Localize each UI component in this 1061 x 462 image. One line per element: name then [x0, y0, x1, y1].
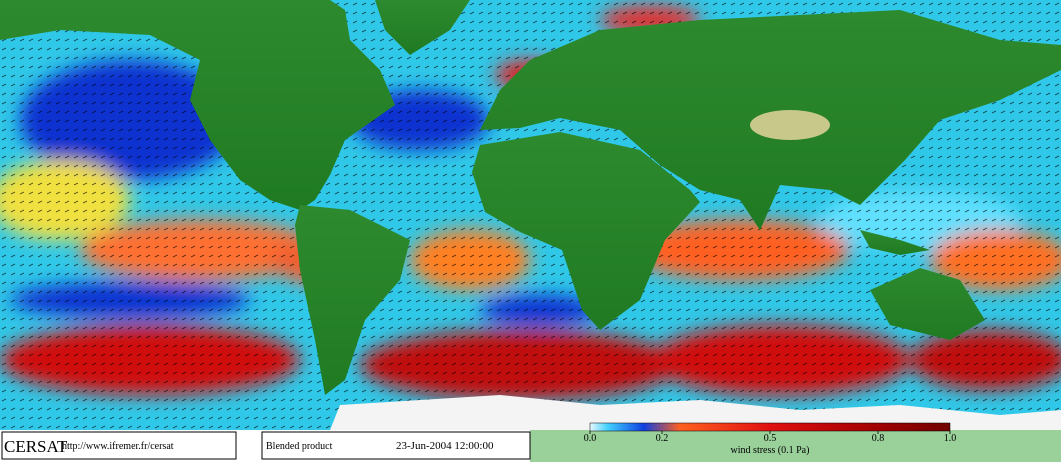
colorbar-label: wind stress (0.1 Pa) — [731, 445, 810, 456]
product: Blended product — [266, 441, 333, 452]
logo: CERSAT — [4, 437, 68, 456]
colorbar — [589, 422, 951, 432]
colorbar-tick-label: 0.2 — [656, 433, 669, 444]
timestamp: 23-Jun-2004 12:00:00 — [396, 440, 494, 452]
product-box — [261, 431, 531, 460]
colorbar-tick-label: 0.5 — [764, 433, 777, 444]
colorbar-tick-label: 0.8 — [872, 433, 885, 444]
colorbar-tick-label: 1.0 — [944, 433, 957, 444]
logo-box — [1, 431, 237, 460]
url: http://www.ifremer.fr/cersat — [62, 441, 174, 452]
colorbar-tick-label: 0.0 — [584, 433, 597, 444]
plateau — [750, 110, 830, 140]
footer-land — [530, 430, 1061, 462]
